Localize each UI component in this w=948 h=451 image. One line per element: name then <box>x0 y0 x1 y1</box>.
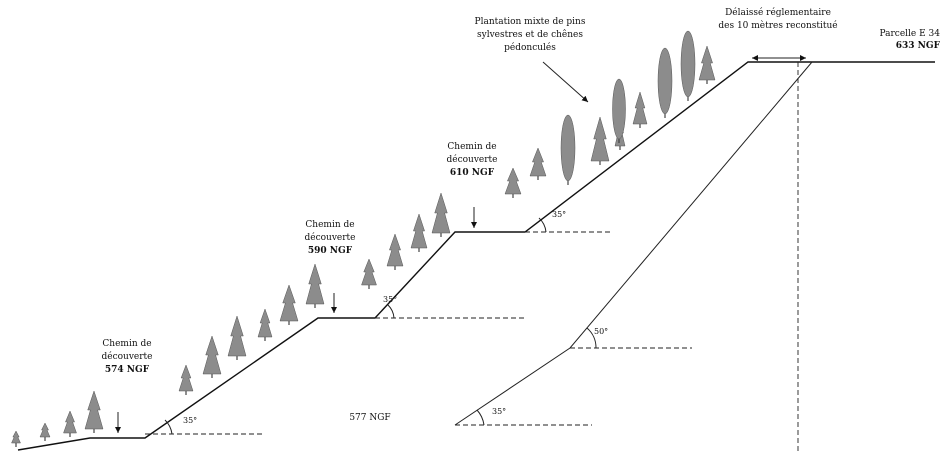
angle-arc-590 <box>387 304 395 319</box>
tree <box>84 390 104 433</box>
tree <box>431 192 451 237</box>
path-574-label-line2: découverte <box>102 351 153 362</box>
angle-arc-50 <box>586 327 597 349</box>
tree <box>305 263 325 308</box>
tree <box>590 116 610 165</box>
path-590-label-line2: découverte <box>305 232 356 243</box>
planting-pointer-arrow <box>542 61 589 103</box>
angle-label-610: 35° <box>552 210 566 219</box>
path-590-label-level: 590 NGF <box>308 246 353 256</box>
tree <box>63 410 77 437</box>
tree <box>504 167 522 198</box>
tree <box>227 315 247 360</box>
tree <box>257 308 273 341</box>
path-610-label-line2: découverte <box>447 154 498 165</box>
tree <box>39 422 51 441</box>
path-610-label-level: 610 NGF <box>450 168 495 178</box>
tree <box>560 114 576 185</box>
parcel-label-level: 633 NGF <box>896 41 941 51</box>
tree <box>632 91 648 128</box>
base-level-label: 577 NGF <box>349 413 390 423</box>
angle-arc-577 <box>476 409 485 426</box>
angle-label-590: 35° <box>383 295 397 304</box>
path-590-label-line1: Chemin de <box>305 220 354 230</box>
excavation-slope-profile <box>454 61 813 426</box>
tree <box>657 47 673 118</box>
tree <box>529 147 547 180</box>
path-574-label-line1: Chemin de <box>102 339 151 349</box>
planting-label-line3: pédonculés <box>504 42 556 53</box>
angle-label-577: 35° <box>492 407 506 416</box>
setback-label-line2: des 10 mètres reconstitué <box>718 20 837 31</box>
tree <box>386 233 404 270</box>
angle-arc-574 <box>164 419 173 435</box>
tree <box>11 430 21 447</box>
tree <box>178 364 194 395</box>
path-610-label-line1: Chemin de <box>447 142 496 152</box>
tree <box>612 78 626 143</box>
tree-planting <box>11 30 716 447</box>
tree <box>361 258 377 289</box>
tree <box>202 335 222 378</box>
tree <box>680 30 696 101</box>
angle-arc-610 <box>538 217 547 233</box>
angle-label-50: 50° <box>594 327 608 336</box>
angle-label-574: 35° <box>183 416 197 425</box>
planting-label-line2: sylvestres et de chênes <box>477 29 583 40</box>
parcel-label-line1: Parcelle E 34 <box>879 29 940 39</box>
tree <box>698 45 716 84</box>
tree <box>410 213 428 252</box>
planting-label-line1: Plantation mixte de pins <box>475 17 586 27</box>
path-574-label-level: 574 NGF <box>105 365 150 375</box>
terraced-slope-profile <box>17 61 935 451</box>
setback-label-line1: Délaissé réglementaire <box>725 7 831 18</box>
tree <box>279 284 299 325</box>
